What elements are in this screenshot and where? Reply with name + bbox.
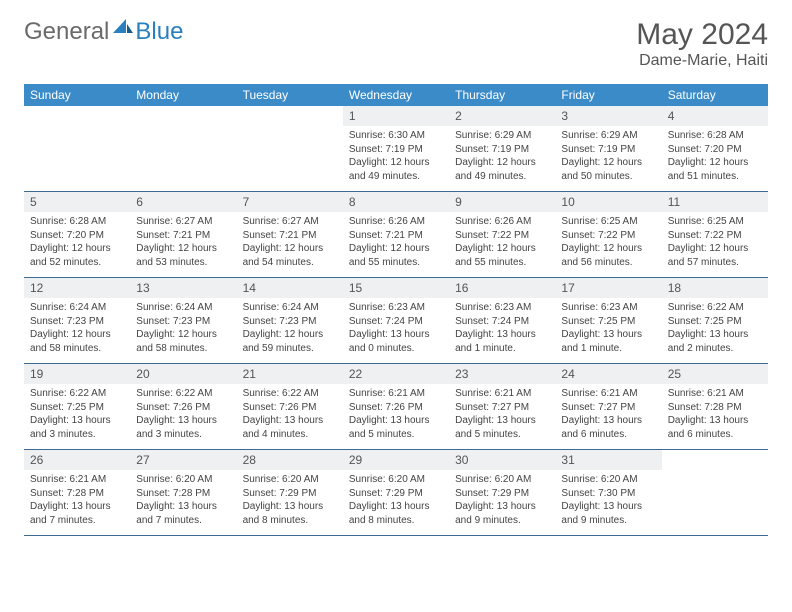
day-header-tuesday: Tuesday <box>237 84 343 106</box>
day-number-cell: 7 <box>237 192 343 213</box>
day-number-cell: 26 <box>24 450 130 471</box>
day-number-cell <box>662 450 768 471</box>
logo-text-general: General <box>24 18 109 46</box>
day-number-cell: 13 <box>130 278 236 299</box>
location: Dame-Marie, Haiti <box>636 52 768 70</box>
title-block: May 2024 Dame-Marie, Haiti <box>636 18 768 70</box>
calendar-table: SundayMondayTuesdayWednesdayThursdayFrid… <box>24 84 768 536</box>
day-body-row: Sunrise: 6:28 AMSunset: 7:20 PMDaylight:… <box>24 212 768 278</box>
day-number-cell: 24 <box>555 364 661 385</box>
day-detail-cell: Sunrise: 6:20 AMSunset: 7:29 PMDaylight:… <box>449 470 555 536</box>
day-number-row: 567891011 <box>24 192 768 213</box>
day-number-cell: 14 <box>237 278 343 299</box>
day-number-cell: 20 <box>130 364 236 385</box>
day-number-cell: 16 <box>449 278 555 299</box>
day-number-cell: 6 <box>130 192 236 213</box>
day-detail-cell: Sunrise: 6:27 AMSunset: 7:21 PMDaylight:… <box>237 212 343 278</box>
day-number-cell: 22 <box>343 364 449 385</box>
day-header-monday: Monday <box>130 84 236 106</box>
day-detail-cell: Sunrise: 6:20 AMSunset: 7:28 PMDaylight:… <box>130 470 236 536</box>
day-number-row: 12131415161718 <box>24 278 768 299</box>
month-title: May 2024 <box>636 18 768 52</box>
day-header-sunday: Sunday <box>24 84 130 106</box>
day-number-cell <box>237 106 343 126</box>
day-detail-cell: Sunrise: 6:25 AMSunset: 7:22 PMDaylight:… <box>662 212 768 278</box>
day-detail-cell <box>237 126 343 192</box>
day-detail-cell: Sunrise: 6:20 AMSunset: 7:29 PMDaylight:… <box>237 470 343 536</box>
day-number-cell: 4 <box>662 106 768 126</box>
day-number-cell: 30 <box>449 450 555 471</box>
day-detail-cell <box>662 470 768 536</box>
day-number-cell: 25 <box>662 364 768 385</box>
day-header-saturday: Saturday <box>662 84 768 106</box>
day-number-cell: 9 <box>449 192 555 213</box>
day-detail-cell: Sunrise: 6:24 AMSunset: 7:23 PMDaylight:… <box>24 298 130 364</box>
day-number-cell: 29 <box>343 450 449 471</box>
day-number-cell <box>24 106 130 126</box>
day-body-row: Sunrise: 6:30 AMSunset: 7:19 PMDaylight:… <box>24 126 768 192</box>
day-number-cell: 3 <box>555 106 661 126</box>
day-body-row: Sunrise: 6:21 AMSunset: 7:28 PMDaylight:… <box>24 470 768 536</box>
day-detail-cell: Sunrise: 6:22 AMSunset: 7:25 PMDaylight:… <box>24 384 130 450</box>
day-detail-cell: Sunrise: 6:22 AMSunset: 7:26 PMDaylight:… <box>130 384 236 450</box>
day-body-row: Sunrise: 6:24 AMSunset: 7:23 PMDaylight:… <box>24 298 768 364</box>
day-detail-cell: Sunrise: 6:21 AMSunset: 7:27 PMDaylight:… <box>555 384 661 450</box>
day-detail-cell <box>24 126 130 192</box>
day-detail-cell <box>130 126 236 192</box>
day-number-cell <box>130 106 236 126</box>
day-header-row: SundayMondayTuesdayWednesdayThursdayFrid… <box>24 84 768 106</box>
day-number-cell: 21 <box>237 364 343 385</box>
day-number-cell: 19 <box>24 364 130 385</box>
day-header-wednesday: Wednesday <box>343 84 449 106</box>
day-detail-cell: Sunrise: 6:21 AMSunset: 7:28 PMDaylight:… <box>24 470 130 536</box>
day-number-cell: 11 <box>662 192 768 213</box>
calendar-body: 1234 Sunrise: 6:30 AMSunset: 7:19 PMDayl… <box>24 106 768 536</box>
day-number-cell: 5 <box>24 192 130 213</box>
logo: General Blue <box>24 18 183 46</box>
day-number-cell: 15 <box>343 278 449 299</box>
day-body-row: Sunrise: 6:22 AMSunset: 7:25 PMDaylight:… <box>24 384 768 450</box>
day-detail-cell: Sunrise: 6:23 AMSunset: 7:24 PMDaylight:… <box>343 298 449 364</box>
day-header-thursday: Thursday <box>449 84 555 106</box>
day-detail-cell: Sunrise: 6:21 AMSunset: 7:27 PMDaylight:… <box>449 384 555 450</box>
day-number-cell: 28 <box>237 450 343 471</box>
day-detail-cell: Sunrise: 6:27 AMSunset: 7:21 PMDaylight:… <box>130 212 236 278</box>
day-header-friday: Friday <box>555 84 661 106</box>
day-detail-cell: Sunrise: 6:26 AMSunset: 7:22 PMDaylight:… <box>449 212 555 278</box>
day-detail-cell: Sunrise: 6:21 AMSunset: 7:28 PMDaylight:… <box>662 384 768 450</box>
day-number-cell: 12 <box>24 278 130 299</box>
day-number-cell: 2 <box>449 106 555 126</box>
day-number-row: 1234 <box>24 106 768 126</box>
day-number-cell: 17 <box>555 278 661 299</box>
day-detail-cell: Sunrise: 6:24 AMSunset: 7:23 PMDaylight:… <box>237 298 343 364</box>
day-detail-cell: Sunrise: 6:23 AMSunset: 7:25 PMDaylight:… <box>555 298 661 364</box>
day-number-cell: 23 <box>449 364 555 385</box>
day-detail-cell: Sunrise: 6:22 AMSunset: 7:25 PMDaylight:… <box>662 298 768 364</box>
day-detail-cell: Sunrise: 6:20 AMSunset: 7:29 PMDaylight:… <box>343 470 449 536</box>
day-number-cell: 18 <box>662 278 768 299</box>
day-detail-cell: Sunrise: 6:24 AMSunset: 7:23 PMDaylight:… <box>130 298 236 364</box>
day-number-cell: 27 <box>130 450 236 471</box>
header: General Blue May 2024 Dame-Marie, Haiti <box>24 18 768 70</box>
logo-text-blue: Blue <box>135 18 183 46</box>
day-detail-cell: Sunrise: 6:28 AMSunset: 7:20 PMDaylight:… <box>24 212 130 278</box>
day-detail-cell: Sunrise: 6:21 AMSunset: 7:26 PMDaylight:… <box>343 384 449 450</box>
day-number-cell: 8 <box>343 192 449 213</box>
day-detail-cell: Sunrise: 6:25 AMSunset: 7:22 PMDaylight:… <box>555 212 661 278</box>
day-detail-cell: Sunrise: 6:23 AMSunset: 7:24 PMDaylight:… <box>449 298 555 364</box>
day-number-row: 19202122232425 <box>24 364 768 385</box>
day-detail-cell: Sunrise: 6:26 AMSunset: 7:21 PMDaylight:… <box>343 212 449 278</box>
day-detail-cell: Sunrise: 6:20 AMSunset: 7:30 PMDaylight:… <box>555 470 661 536</box>
day-detail-cell: Sunrise: 6:29 AMSunset: 7:19 PMDaylight:… <box>555 126 661 192</box>
day-number-cell: 1 <box>343 106 449 126</box>
logo-sail-icon <box>113 19 133 40</box>
day-number-row: 262728293031 <box>24 450 768 471</box>
day-detail-cell: Sunrise: 6:30 AMSunset: 7:19 PMDaylight:… <box>343 126 449 192</box>
day-detail-cell: Sunrise: 6:29 AMSunset: 7:19 PMDaylight:… <box>449 126 555 192</box>
day-number-cell: 10 <box>555 192 661 213</box>
day-number-cell: 31 <box>555 450 661 471</box>
day-detail-cell: Sunrise: 6:22 AMSunset: 7:26 PMDaylight:… <box>237 384 343 450</box>
day-detail-cell: Sunrise: 6:28 AMSunset: 7:20 PMDaylight:… <box>662 126 768 192</box>
